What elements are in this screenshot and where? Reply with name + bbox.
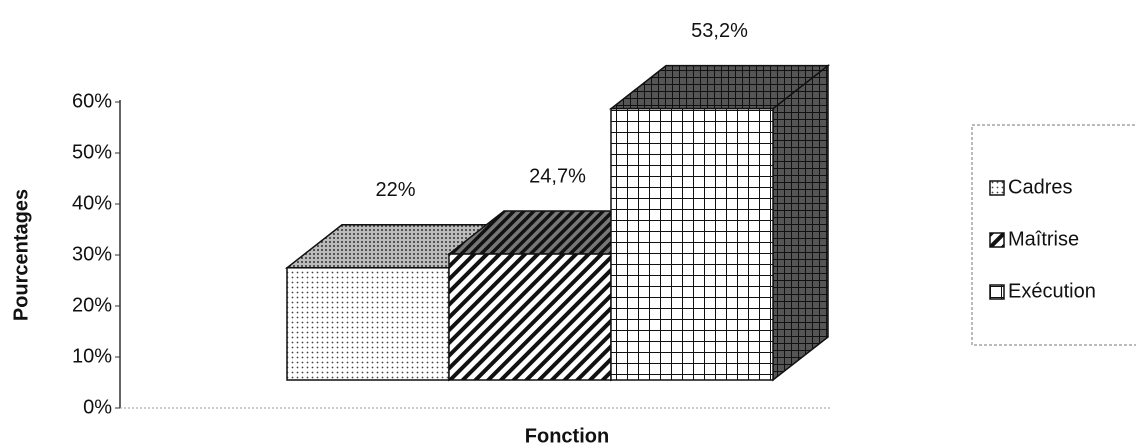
legend-label: Maîtrise: [1008, 228, 1079, 250]
x-axis-label: Fonction: [525, 425, 609, 447]
y-tick-label: 30%: [72, 243, 112, 265]
y-tick-label: 20%: [72, 294, 112, 316]
bar-side: [772, 64, 829, 382]
y-tick-label: 0%: [83, 396, 112, 418]
bar: [610, 107, 774, 381]
data-label: 24,7%: [529, 165, 586, 187]
bar: [448, 253, 612, 381]
y-tick-label: 10%: [72, 345, 112, 367]
y-tick-label: 50%: [72, 141, 112, 163]
y-tick-label: 60%: [72, 90, 112, 112]
legend-label: Cadres: [1008, 176, 1072, 198]
bar: [286, 267, 450, 381]
legend-box: [971, 124, 1136, 346]
legend-swatch: [989, 284, 1005, 300]
legend-label: Exécution: [1008, 280, 1096, 302]
y-axis-label: Pourcentages: [10, 189, 32, 321]
y-tick-label: 40%: [72, 192, 112, 214]
legend-swatch: [989, 180, 1005, 196]
legend-swatch: [989, 232, 1005, 248]
data-label: 22%: [375, 179, 415, 201]
data-label: 53,2%: [691, 20, 748, 42]
